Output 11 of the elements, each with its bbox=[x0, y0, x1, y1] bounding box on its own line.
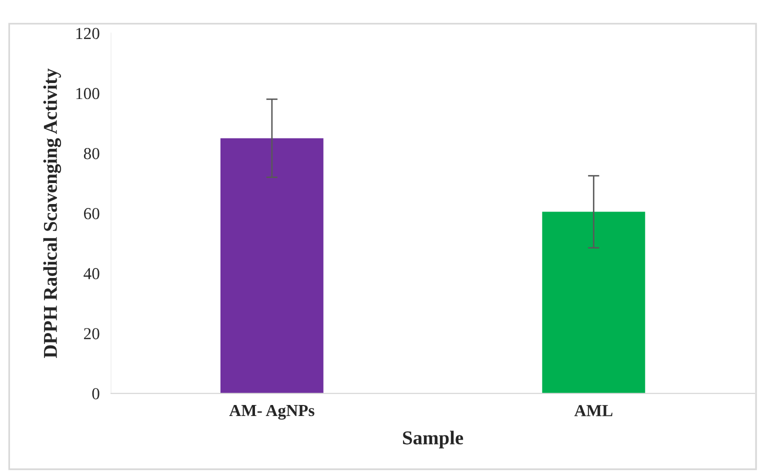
y-axis-title: DPPH Radical Scavenging Activity bbox=[43, 68, 62, 358]
y-tick-label: 40 bbox=[84, 268, 100, 280]
y-tick-label: 0 bbox=[92, 388, 100, 400]
x-axis-title: Sample bbox=[403, 430, 464, 448]
x-tick-label: AML bbox=[574, 405, 612, 416]
y-tick-label: 100 bbox=[76, 88, 100, 100]
y-tick-label: 120 bbox=[76, 28, 100, 40]
y-tick-label: 80 bbox=[84, 148, 100, 160]
y-tick-label: 60 bbox=[84, 208, 100, 220]
y-tick-label: 20 bbox=[84, 328, 100, 340]
x-tick-label: AM- AgNPs bbox=[229, 404, 314, 420]
